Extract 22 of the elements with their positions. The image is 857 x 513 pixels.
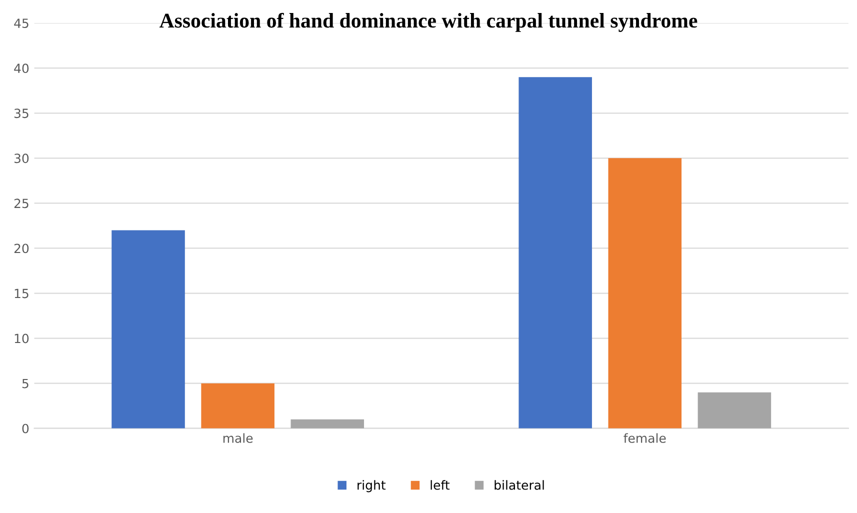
y-tick-label: 35 [14, 108, 28, 118]
y-tick-label: 25 [14, 198, 28, 208]
y-tick-label: 20 [14, 244, 29, 254]
bar [201, 383, 274, 428]
legend-label: bilateral [494, 480, 544, 490]
bar [698, 392, 772, 428]
y-tick-label: 40 [14, 64, 29, 74]
y-tick-label: 0 [22, 424, 29, 434]
legend-label: left [430, 480, 450, 490]
x-tick-label: male [223, 433, 253, 443]
y-tick-label: 10 [14, 334, 29, 344]
chart-title: Association of hand dominance with carpal tunnel syndrome [159, 12, 698, 32]
bar [518, 77, 592, 428]
bar [290, 419, 364, 428]
y-tick-label: 45 [14, 18, 28, 28]
y-tick-label: 30 [14, 154, 29, 164]
bar [112, 230, 185, 428]
y-tick-label: 15 [14, 288, 28, 298]
legend-label: right [358, 480, 386, 492]
bar [608, 158, 682, 428]
y-tick-label: 5 [22, 378, 28, 388]
x-tick-label: female [624, 433, 666, 443]
